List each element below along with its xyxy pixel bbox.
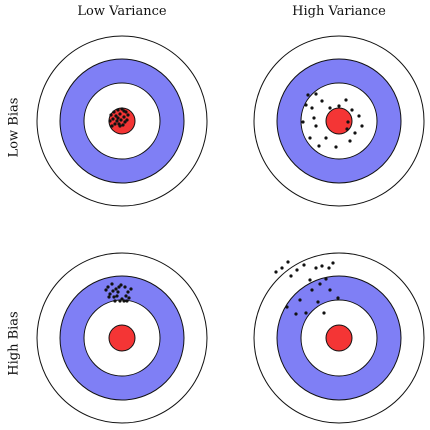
- shot-dot: [304, 103, 308, 107]
- shot-dot: [117, 285, 121, 289]
- shot-dot: [111, 117, 115, 121]
- shot-dot: [123, 285, 127, 289]
- shot-dot: [129, 287, 133, 291]
- shot-dot: [318, 282, 322, 286]
- shot-dot: [317, 144, 321, 148]
- shot-dot: [113, 299, 117, 303]
- shot-dot: [126, 113, 130, 117]
- shot-dot: [114, 114, 118, 118]
- shot-dot: [113, 122, 117, 126]
- shot-dot: [125, 299, 129, 303]
- shot-dot: [125, 118, 129, 122]
- shot-dot: [118, 112, 122, 116]
- shot-dot: [302, 263, 306, 267]
- shot-dot: [111, 289, 115, 293]
- shot-dot: [316, 300, 320, 304]
- shot-dot: [108, 119, 112, 123]
- target-panel-low-bias-high-variance: [253, 35, 425, 207]
- shot-dot: [106, 285, 110, 289]
- shot-dot: [304, 311, 308, 315]
- shot-dot: [357, 114, 361, 118]
- shot-dot: [337, 104, 341, 108]
- shot-dot: [348, 139, 352, 143]
- shot-dot: [274, 270, 278, 274]
- shot-dot: [306, 93, 310, 97]
- shot-dot: [308, 136, 312, 140]
- target-panel-high-bias-high-variance: [253, 252, 425, 424]
- target-bullseye: [325, 324, 353, 352]
- shot-dot: [107, 295, 111, 299]
- shot-dot: [346, 120, 350, 124]
- shot-dot: [327, 266, 331, 270]
- shot-dot: [120, 107, 124, 111]
- shot-dot: [345, 127, 349, 131]
- shot-dot: [116, 116, 120, 120]
- shot-dot: [114, 287, 118, 291]
- column-label-low-variance: Low Variance: [77, 4, 167, 19]
- shot-dot: [112, 110, 116, 114]
- shot-dot: [334, 145, 338, 149]
- shot-dot: [344, 98, 348, 102]
- shot-dot: [115, 119, 119, 123]
- shot-dot: [320, 264, 324, 268]
- shot-dot: [328, 288, 332, 292]
- column-label-high-variance: High Variance: [292, 4, 386, 19]
- shot-dot: [314, 266, 318, 270]
- shot-dot: [331, 261, 335, 265]
- shot-dot: [320, 99, 324, 103]
- shot-dot: [286, 260, 290, 264]
- shot-dot: [285, 305, 289, 309]
- target-panel-low-bias-low-variance: [36, 35, 208, 207]
- target-bullseye: [325, 107, 353, 135]
- shot-dot: [104, 288, 108, 292]
- shot-dot: [324, 136, 328, 140]
- shot-dot: [115, 294, 119, 298]
- shot-dot: [328, 106, 332, 110]
- shot-dot: [124, 294, 128, 298]
- shot-dot: [350, 108, 354, 112]
- shot-dot: [295, 268, 299, 272]
- shot-dot: [120, 297, 124, 301]
- shot-dot: [122, 109, 126, 113]
- shot-dot: [122, 299, 126, 303]
- shot-dot: [119, 118, 123, 122]
- shot-dot: [116, 290, 120, 294]
- shot-dot: [123, 120, 127, 124]
- shot-dot: [118, 299, 122, 303]
- shot-dot: [322, 311, 326, 315]
- shot-dot: [118, 124, 122, 128]
- shot-dot: [110, 124, 114, 128]
- shot-dot: [308, 278, 312, 282]
- shot-dot: [324, 277, 328, 281]
- shot-dot: [314, 124, 318, 128]
- shot-dot: [119, 283, 123, 287]
- shot-dot: [294, 312, 298, 316]
- shot-dot: [314, 92, 318, 96]
- shot-dot: [301, 120, 305, 124]
- shot-dot: [353, 131, 357, 135]
- shot-dot: [108, 292, 112, 296]
- shot-dot: [122, 115, 126, 119]
- shot-dot: [298, 298, 302, 302]
- shot-dot: [289, 274, 293, 278]
- shot-dot: [127, 296, 131, 300]
- shot-dot: [126, 290, 130, 294]
- shot-dot: [109, 113, 113, 117]
- shot-dot: [312, 116, 316, 120]
- shot-dot: [116, 108, 120, 112]
- shot-dot: [112, 295, 116, 299]
- shot-dot: [310, 288, 314, 292]
- shot-dot: [336, 296, 340, 300]
- target-bullseye: [108, 324, 136, 352]
- shot-dot: [110, 282, 114, 286]
- shot-dot: [310, 106, 314, 110]
- target-panel-high-bias-low-variance: [36, 252, 208, 424]
- shot-dot: [360, 124, 364, 128]
- shot-dot: [280, 266, 284, 270]
- shot-dot: [121, 123, 125, 127]
